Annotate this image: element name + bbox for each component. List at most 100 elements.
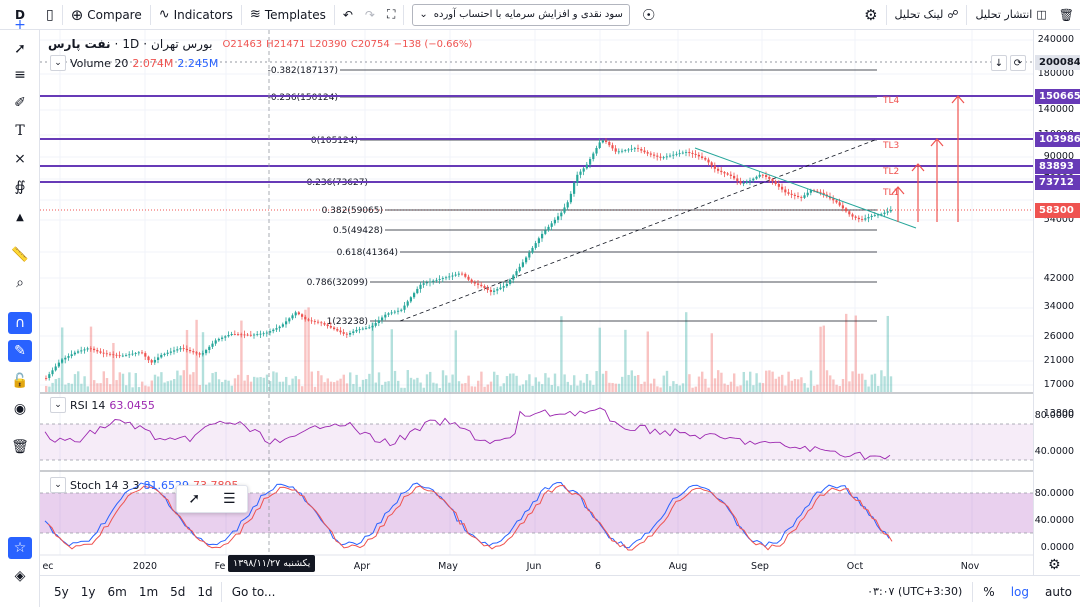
pattern-tool[interactable]: ⨯ xyxy=(8,148,32,170)
toolbar-divider xyxy=(61,4,63,25)
trendline-tool[interactable]: ➚ xyxy=(8,38,32,60)
candle-body xyxy=(409,297,412,302)
interval-button[interactable]: D xyxy=(15,7,25,22)
candle-body xyxy=(173,350,176,352)
hide-drawings-tool[interactable]: ◉ xyxy=(8,398,32,420)
chart-area[interactable]: -0.382(187137)-0.236(150124)0(105124)0.2… xyxy=(40,30,1033,575)
scroll-down-button[interactable]: ↓ xyxy=(991,55,1007,71)
stay-drawing-tool[interactable]: ✎ xyxy=(8,340,32,362)
fib-retracement[interactable]: -0.382(187137)-0.236(150124)0(105124)0.2… xyxy=(40,66,1033,327)
bar-style-button[interactable]: ▯ xyxy=(40,0,60,30)
compare-button[interactable]: ⊕ Compare xyxy=(65,0,148,30)
fib-tool[interactable]: ≡ xyxy=(8,64,32,86)
templates-button[interactable]: ≋ Templates xyxy=(244,0,332,30)
brush-tool[interactable]: ✐ xyxy=(8,92,32,114)
range-button-1d[interactable]: 1d xyxy=(197,584,213,599)
volume-bar xyxy=(633,375,637,392)
remove-drawings-tool[interactable]: 🗑 xyxy=(8,436,32,458)
volume-bar xyxy=(598,327,601,392)
volume-bar xyxy=(848,381,851,392)
redo-button[interactable]: ↷ xyxy=(359,0,381,30)
volume-bar xyxy=(470,386,473,392)
volume-bar xyxy=(457,381,461,392)
collapse-rsi-button[interactable]: ⌄ xyxy=(50,397,66,413)
log-toggle[interactable]: log xyxy=(1010,584,1029,599)
menu-icon[interactable]: ☰ xyxy=(223,491,236,507)
lock-tool[interactable]: 🔓 xyxy=(8,370,32,392)
volume-value-2: 2.245M xyxy=(177,56,219,70)
candle-body xyxy=(224,336,227,338)
zoom-tool[interactable]: ⌕ xyxy=(8,272,32,294)
strategy-select[interactable]: سود نقدی و افزایش سرمایه با احتساب آورده… xyxy=(412,3,630,26)
candle-body xyxy=(867,217,870,219)
candle-body xyxy=(425,282,428,284)
ruler-tool[interactable]: 📏 xyxy=(8,244,32,266)
volume-bar xyxy=(406,370,409,392)
trendlines[interactable] xyxy=(694,147,917,229)
trash-button[interactable]: 🗑 xyxy=(1053,0,1080,30)
eye-button[interactable]: ☉ xyxy=(636,0,661,30)
percent-toggle[interactable]: % xyxy=(983,584,995,599)
timezone-clock[interactable]: ۰۳:۰۷ (UTC+3:30) xyxy=(867,585,963,598)
triangle-up-icon: ▲ xyxy=(16,211,24,223)
candle-body xyxy=(422,283,425,285)
symbol-name[interactable]: نفت پارس xyxy=(48,37,111,51)
candle-body xyxy=(262,333,265,335)
target-arrows[interactable]: TL4 TL3 TL2 TL1 xyxy=(882,95,965,222)
candle-body xyxy=(390,312,393,314)
volume-bar xyxy=(854,315,857,392)
volume-bar xyxy=(605,370,608,392)
trendline-icon[interactable]: ➚ xyxy=(188,491,201,507)
strategy-dropdown[interactable]: سود نقدی و افزایش سرمایه با احتساب آورده… xyxy=(406,0,636,30)
candle-body xyxy=(752,178,755,181)
crosshair-tool[interactable]: + xyxy=(8,14,32,36)
magnet-tool[interactable]: ∩ xyxy=(8,312,32,334)
goto-button[interactable]: Go to... xyxy=(231,584,276,599)
settings-button[interactable]: ⚙ xyxy=(858,0,883,30)
volume-bar xyxy=(819,326,822,392)
range-button-5d[interactable]: 5d xyxy=(170,584,186,599)
range-button-6m[interactable]: 6m xyxy=(107,584,127,599)
volume-bar xyxy=(611,382,614,392)
share-link-button[interactable]: لینک تحلیل ☍ xyxy=(889,0,965,30)
chart-canvas[interactable]: -0.382(187137)-0.236(150124)0(105124)0.2… xyxy=(40,30,1033,575)
volume-bar xyxy=(205,384,208,392)
volume-bar xyxy=(185,329,189,392)
price-axis-label: 54000 xyxy=(1043,214,1074,225)
collapse-volume-button[interactable]: ⌄ xyxy=(50,55,66,71)
indicators-button[interactable]: ∿ Indicators xyxy=(153,0,239,30)
volume-bar xyxy=(112,342,115,392)
candle-body xyxy=(243,334,246,336)
publish-button[interactable]: انتشار تحلیل ◫ xyxy=(969,0,1052,30)
volume-bar xyxy=(835,384,838,392)
collapse-toolbar[interactable]: ▲ xyxy=(8,206,32,228)
candle-body xyxy=(397,310,400,312)
range-button-1y[interactable]: 1y xyxy=(80,584,96,599)
date-ranges: 5y 1y 6m 1m 5d 1d xyxy=(48,585,219,599)
undo-button[interactable]: ↶ xyxy=(337,0,359,30)
volume-bar xyxy=(691,387,694,392)
collapse-stoch-button[interactable]: ⌄ xyxy=(50,477,66,493)
chart-settings-gear[interactable]: ⚙ xyxy=(1048,557,1061,573)
candle-body xyxy=(365,328,368,329)
stoch-name: Stoch 14 3 3 xyxy=(70,478,140,492)
volume-bar xyxy=(329,381,333,392)
target-arrow-head xyxy=(930,138,944,147)
volume-bar xyxy=(51,382,54,392)
text-tool[interactable]: T xyxy=(8,120,32,142)
range-button-5y[interactable]: 5y xyxy=(54,584,69,599)
prediction-tool[interactable]: ∯ xyxy=(8,176,32,198)
fullscreen-button[interactable]: ⛶ xyxy=(381,0,401,30)
volume-bar xyxy=(182,370,185,392)
range-button-1m[interactable]: 1m xyxy=(138,584,159,599)
auto-toggle[interactable]: auto xyxy=(1044,584,1072,599)
price-tag: 58300 xyxy=(1035,203,1080,218)
volume-bar xyxy=(659,387,662,392)
price-axis[interactable]: 2400001800001400001100009000070000540004… xyxy=(1033,30,1080,575)
volume-bar xyxy=(438,387,441,392)
object-tree-tool[interactable]: ◈ xyxy=(8,565,32,587)
candle-body xyxy=(406,301,409,306)
floating-drawing-toolbar[interactable]: ➚ ☰ xyxy=(176,485,248,513)
favorites-tool[interactable]: ☆ xyxy=(8,537,32,559)
reset-scale-button[interactable]: ⟳ xyxy=(1010,55,1026,71)
